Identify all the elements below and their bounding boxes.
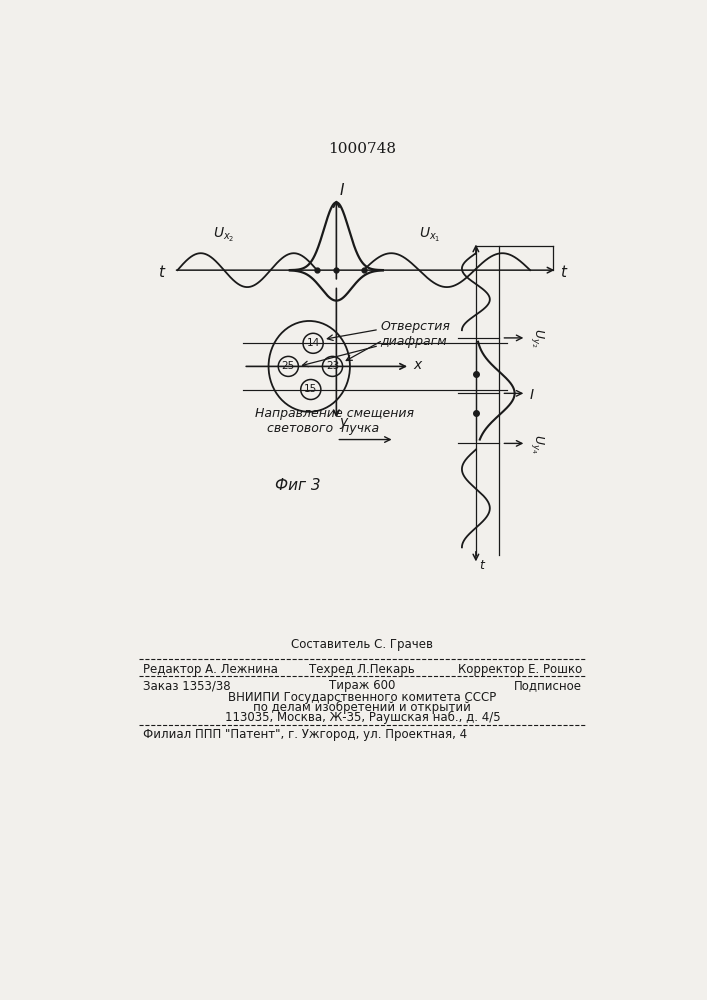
Text: $U_{y_4}$: $U_{y_4}$: [529, 434, 546, 453]
Text: Составитель С. Грачев: Составитель С. Грачев: [291, 638, 433, 651]
Text: 23: 23: [326, 361, 339, 371]
Text: Филиал ППП "Патент", г. Ужгород, ул. Проектная, 4: Филиал ППП "Патент", г. Ужгород, ул. Про…: [143, 728, 467, 741]
Text: t: t: [479, 559, 484, 572]
Text: Редактор А. Лежнина: Редактор А. Лежнина: [143, 663, 278, 676]
Text: Отверстия
диафрагм: Отверстия диафрагм: [380, 320, 450, 348]
Text: $U_{x_1}$: $U_{x_1}$: [419, 226, 440, 244]
Text: I: I: [530, 388, 534, 402]
Text: I: I: [339, 183, 344, 198]
Text: 14: 14: [307, 338, 320, 348]
Text: t: t: [559, 265, 566, 280]
Text: Тираж 600: Тираж 600: [329, 679, 395, 692]
Text: $U_{y_2}$: $U_{y_2}$: [529, 328, 546, 348]
Text: ВНИИПИ Государственного комитета СССР: ВНИИПИ Государственного комитета СССР: [228, 691, 496, 704]
Text: Корректор Е. Рошко: Корректор Е. Рошко: [458, 663, 582, 676]
Text: Техред Л.Пекарь: Техред Л.Пекарь: [310, 663, 415, 676]
Text: Подписное: Подписное: [514, 679, 582, 692]
Text: 1000748: 1000748: [328, 142, 396, 156]
Text: Направление смещения
   светового  пучка: Направление смещения светового пучка: [255, 407, 414, 435]
Text: $U_{x_2}$: $U_{x_2}$: [214, 226, 235, 244]
Text: 15: 15: [304, 384, 317, 394]
Text: y: y: [339, 415, 348, 429]
Text: Заказ 1353/38: Заказ 1353/38: [143, 679, 230, 692]
Text: t: t: [158, 265, 164, 280]
Text: Фиг 3: Фиг 3: [275, 478, 320, 493]
Text: 113035, Москва, Ж-35, Раушская наб., д. 4/5: 113035, Москва, Ж-35, Раушская наб., д. …: [225, 711, 500, 724]
Text: 25: 25: [281, 361, 295, 371]
Text: по делам изобретений и открытий: по делам изобретений и открытий: [253, 701, 472, 714]
Text: x: x: [413, 358, 421, 372]
